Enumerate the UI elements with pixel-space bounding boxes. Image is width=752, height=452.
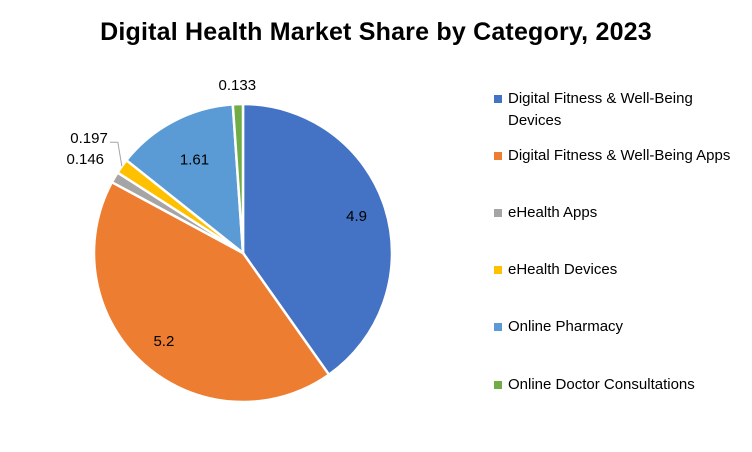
legend-item-online-pharmacy: Online Pharmacy bbox=[494, 316, 744, 338]
data-label-online-doctor: 0.133 bbox=[219, 77, 257, 94]
legend-label-fitness-apps: Digital Fitness & Well-Being Apps bbox=[508, 147, 731, 164]
data-label-online-pharmacy: 1.61 bbox=[180, 152, 209, 169]
data-label-fitness-devices: 4.9 bbox=[346, 208, 367, 225]
pie-slice-online-pharmacy bbox=[125, 103, 245, 255]
pie-slice-online-doctor bbox=[231, 102, 245, 255]
chart-title: Digital Health Market Share by Category,… bbox=[100, 18, 652, 46]
legend-swatch-online-doctor bbox=[494, 381, 502, 389]
legend-swatch-ehealth-devices bbox=[494, 266, 502, 274]
legend-label-ehealth-devices: eHealth Devices bbox=[508, 261, 618, 278]
data-label-fitness-apps: 5.2 bbox=[153, 333, 174, 350]
legend-label-online-pharmacy: Online Pharmacy bbox=[508, 318, 624, 335]
leader-line-ehealth-devices bbox=[109, 141, 123, 167]
legend-swatch-online-pharmacy bbox=[494, 323, 502, 331]
legend-swatch-fitness-devices bbox=[494, 95, 502, 103]
legend-swatch-fitness-apps bbox=[494, 152, 502, 160]
pie-slice-fitness-devices bbox=[241, 102, 394, 376]
legend-item-fitness-devices: Digital Fitness & Well-Being Devices bbox=[494, 88, 744, 132]
data-label-ehealth-apps: 0.146 bbox=[66, 151, 104, 168]
legend-item-online-doctor: Online Doctor Consultations bbox=[494, 374, 744, 396]
legend-label-ehealth-apps: eHealth Apps bbox=[508, 204, 598, 221]
legend-item-fitness-apps: Digital Fitness & Well-Being Apps bbox=[494, 145, 744, 167]
pie-slice-fitness-apps bbox=[92, 180, 331, 404]
legend-item-ehealth-devices: eHealth Devices bbox=[494, 259, 744, 281]
legend-label-online-doctor: Online Doctor Consultations bbox=[508, 376, 695, 393]
legend-label-fitness-devices: Digital Fitness & Well-Being Devices bbox=[508, 90, 693, 129]
legend-item-ehealth-apps: eHealth Apps bbox=[494, 202, 744, 224]
data-label-ehealth-devices: 0.197 bbox=[70, 130, 108, 147]
legend-swatch-ehealth-apps bbox=[494, 209, 502, 217]
